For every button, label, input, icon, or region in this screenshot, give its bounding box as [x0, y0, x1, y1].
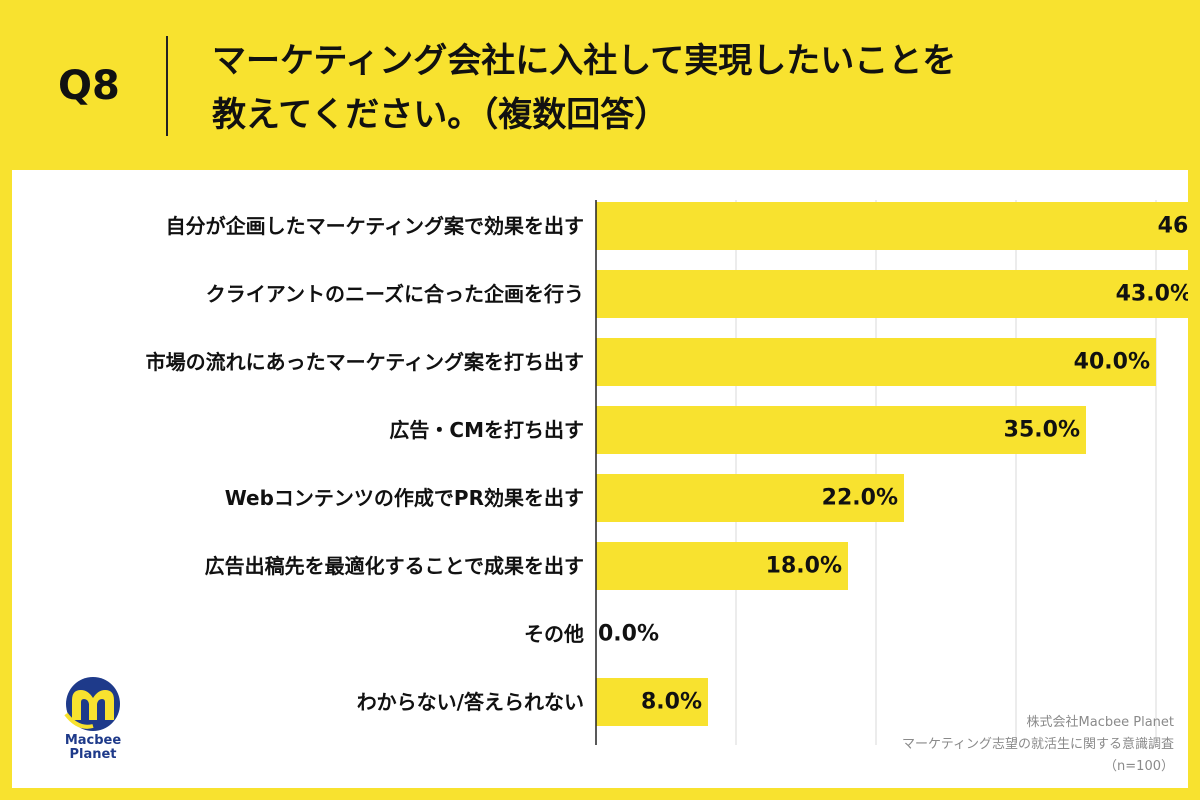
- header: Q8 マーケティング会社に入社して実現したいことを 教えてください。（複数回答）: [0, 0, 1200, 170]
- value-label-4: 22.0%: [822, 486, 898, 511]
- value-label-3: 35.0%: [1004, 418, 1080, 443]
- question-title-line-1: マーケティング会社に入社して実現したいことを: [212, 41, 957, 81]
- value-label-1: 43.0%: [1116, 282, 1188, 307]
- category-label-1: クライアントのニーズに合った企画を行う: [206, 282, 584, 306]
- credit-survey: マーケティング志望の就活生に関する意識調査: [902, 737, 1174, 752]
- logo-text-line-2: Planet: [69, 747, 117, 762]
- header-divider: [166, 36, 168, 136]
- value-label-6: 0.0%: [598, 622, 659, 647]
- category-label-2: 市場の流れにあったマーケティング案を打ち出す: [146, 350, 584, 374]
- category-label-7: わからない/答えられない: [357, 690, 584, 714]
- question-title-line-2: 教えてください。（複数回答）: [212, 95, 669, 135]
- credits: 株式会社Macbee Planet マーケティング志望の就活生に関する意識調査 …: [902, 712, 1174, 778]
- logo-text-line-1: Macbee: [64, 733, 122, 748]
- logo-mark-icon: [64, 677, 120, 731]
- macbee-planet-logo: Macbee Planet: [48, 674, 138, 764]
- credit-sample: （n=100）: [1104, 759, 1174, 774]
- bar-0: [596, 202, 1188, 250]
- question-title: マーケティング会社に入社して実現したいことを 教えてください。（複数回答）: [212, 34, 1172, 142]
- bar-7: [596, 678, 708, 726]
- bar-1: [596, 270, 1188, 318]
- category-label-5: 広告出稿先を最適化することで成果を出す: [205, 554, 584, 578]
- bar-chart: 自分が企画したマーケティング案で効果を出す 46.0% クライアントのニーズに合った…: [146, 200, 1188, 745]
- category-label-0: 自分が企画したマーケティング案で効果を出す: [166, 214, 584, 238]
- category-label-6: その他: [524, 622, 584, 646]
- bar-4: [596, 474, 904, 522]
- bar-3: [596, 406, 1086, 454]
- bar-5: [596, 542, 848, 590]
- value-label-7: 8.0%: [641, 690, 702, 715]
- logo-text: Macbee Planet: [48, 734, 138, 762]
- value-label-0: 46.0%: [1158, 214, 1188, 239]
- bar-2: [596, 338, 1156, 386]
- chart-panel: 自分が企画したマーケティング案で効果を出す 46.0% クライアントのニーズに合った…: [12, 170, 1188, 788]
- question-number: Q8: [58, 63, 120, 109]
- category-label-4: Webコンテンツの作成でPR効果を出す: [225, 486, 584, 510]
- credit-company: 株式会社Macbee Planet: [1026, 715, 1174, 730]
- value-label-5: 18.0%: [766, 554, 842, 579]
- category-label-3: 広告・CMを打ち出す: [389, 418, 584, 442]
- value-label-2: 40.0%: [1074, 350, 1150, 375]
